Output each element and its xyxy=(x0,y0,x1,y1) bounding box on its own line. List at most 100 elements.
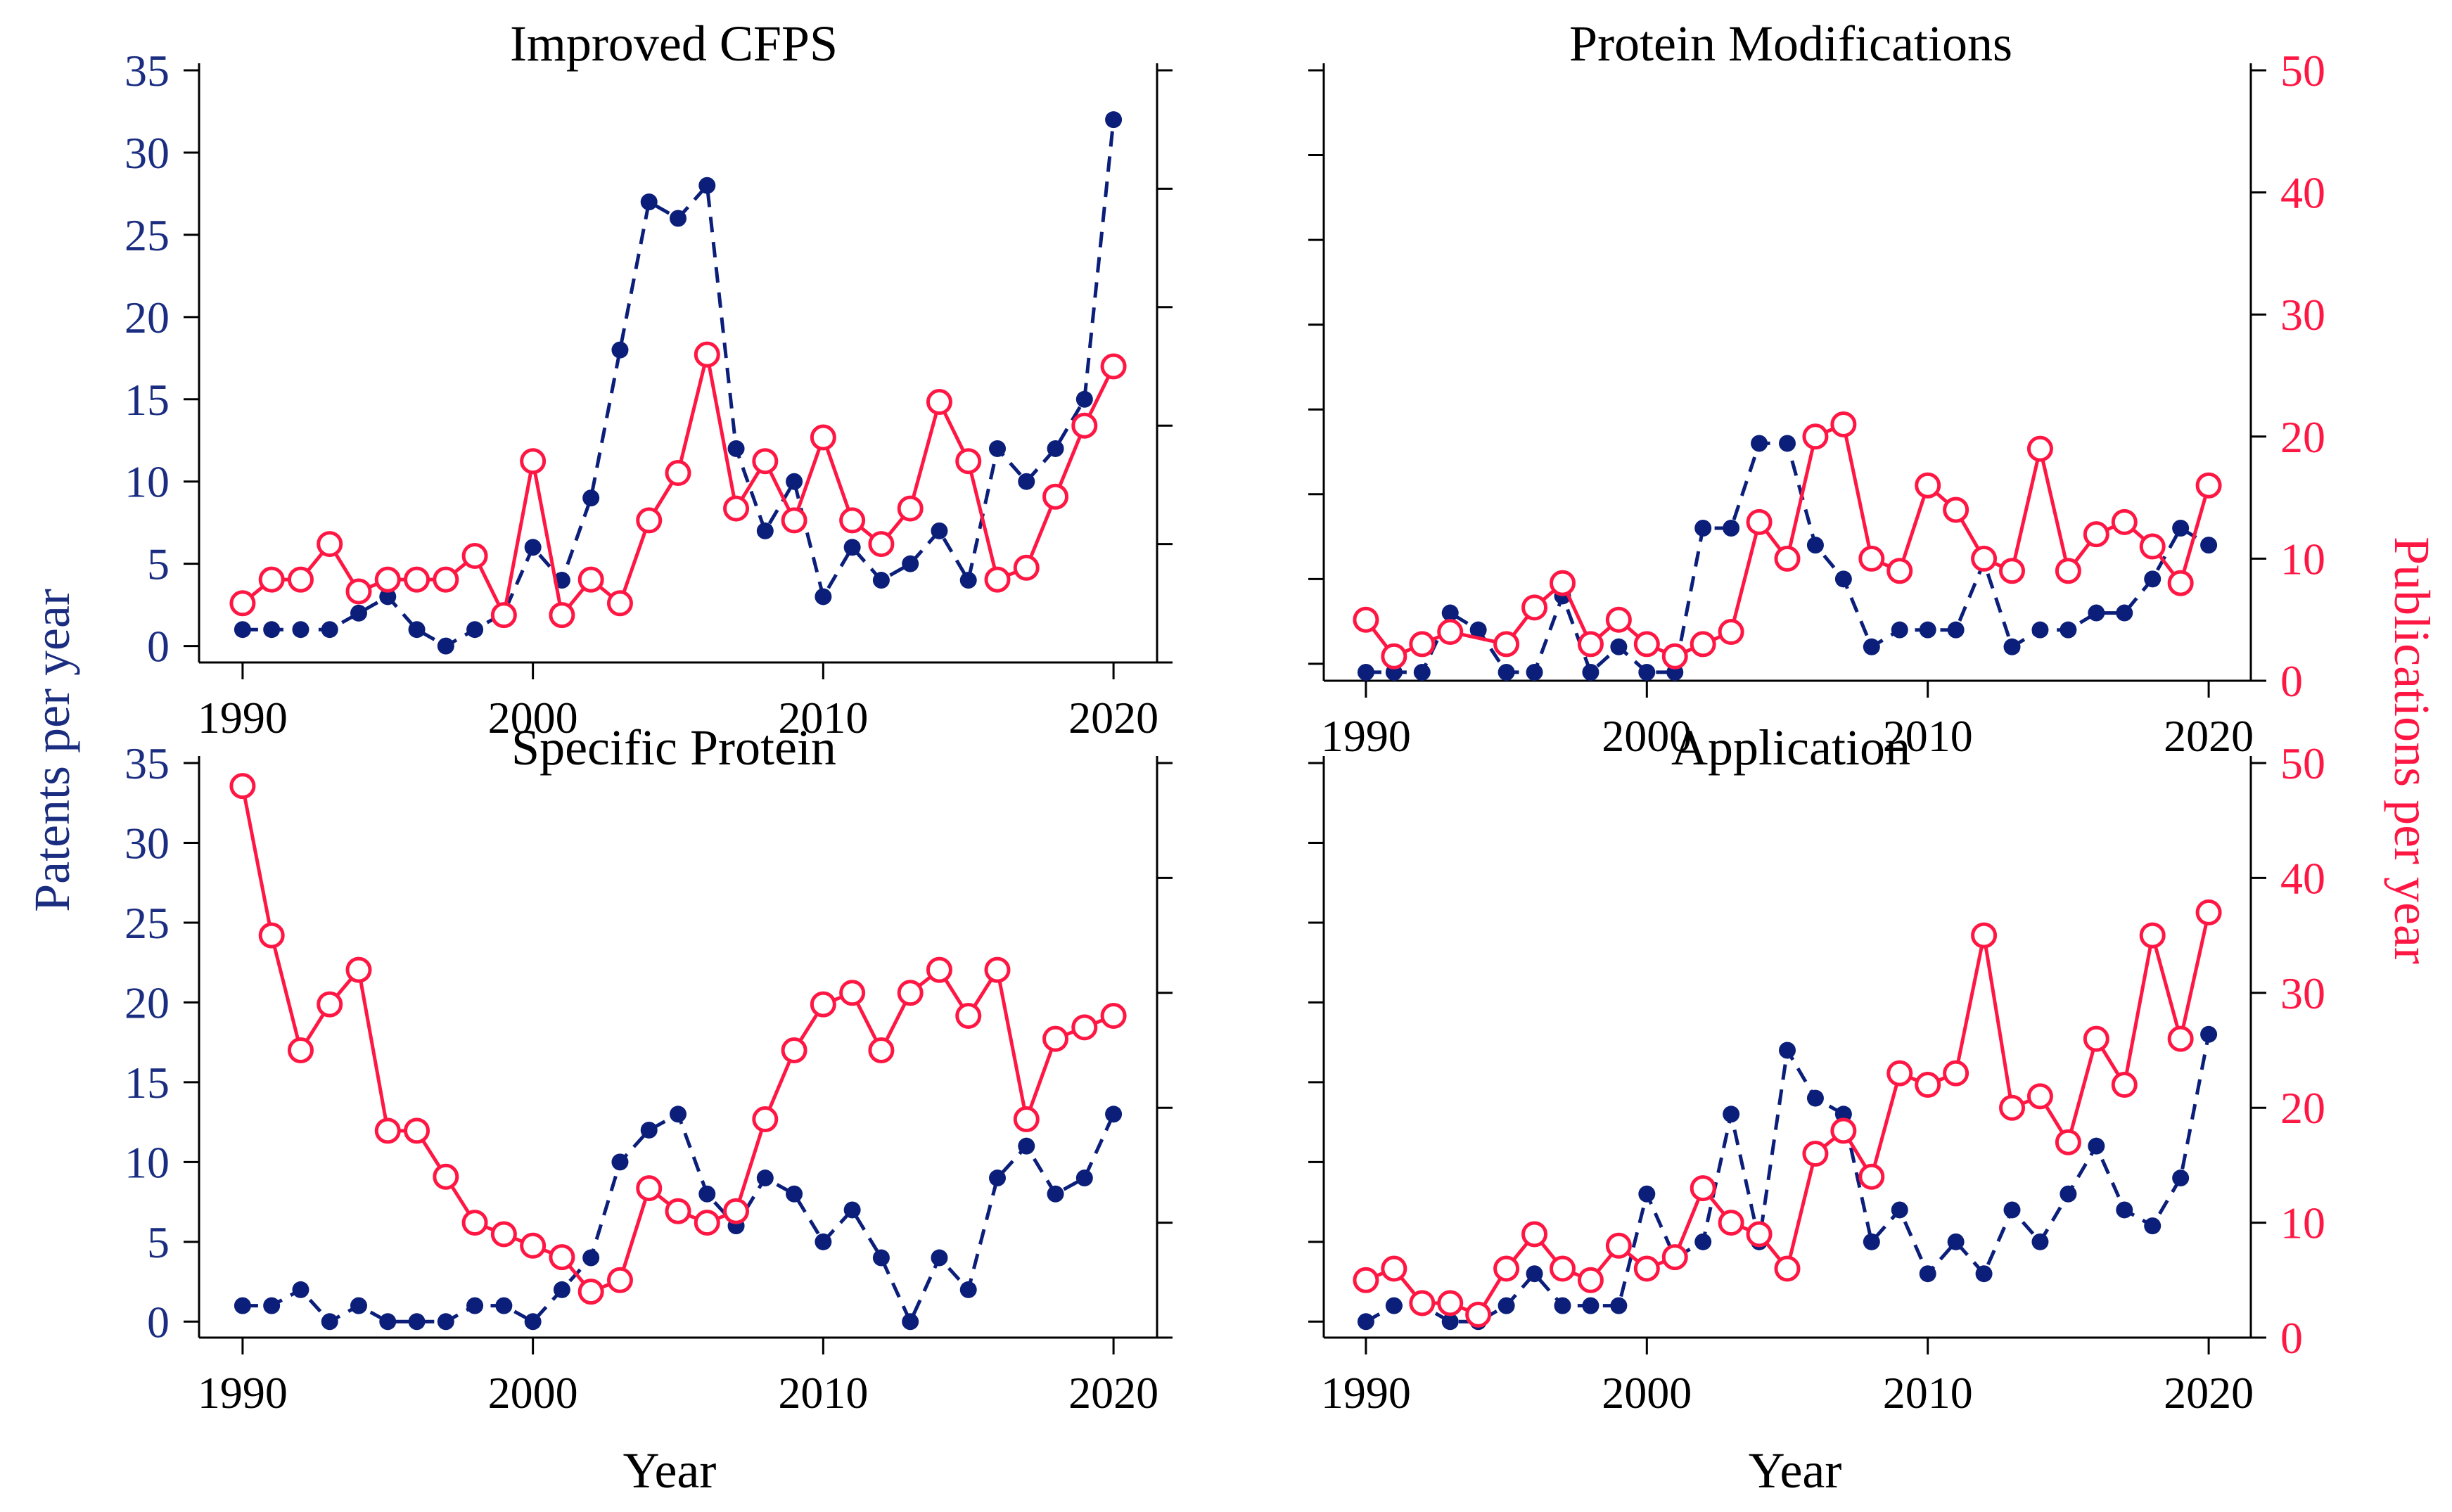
patents-point xyxy=(1357,1313,1374,1331)
publications-point xyxy=(723,495,750,522)
patents-point xyxy=(1047,1185,1064,1203)
patents-point xyxy=(2003,1201,2021,1219)
left-tick-label: 5 xyxy=(147,539,170,589)
panel-specific-protein: Specific Protein 0 5 10 15 20 25 30 35 1990 2000 20… xyxy=(124,719,1173,1418)
patents-point xyxy=(1779,1042,1796,1059)
patents-point xyxy=(1413,663,1431,681)
patents-point xyxy=(843,539,861,556)
right-tick-label: 50 xyxy=(2280,46,2325,96)
publications-point xyxy=(1493,631,1520,658)
left-tick-label: 35 xyxy=(124,738,170,788)
publications-point xyxy=(1718,619,1744,646)
publications-point xyxy=(1886,558,1913,584)
patents-point xyxy=(2060,621,2077,639)
x-tick-label: 2000 xyxy=(488,1368,578,1418)
publications-point xyxy=(1465,1301,1492,1328)
patents-point xyxy=(1075,390,1093,408)
patents-point xyxy=(350,604,367,622)
publications-point xyxy=(1605,606,1632,633)
left-tick-label: 30 xyxy=(124,818,170,868)
publications-point xyxy=(404,1117,430,1144)
publications-point xyxy=(665,460,691,487)
patents-point xyxy=(524,539,542,556)
patents-point xyxy=(408,621,426,639)
publications-point xyxy=(781,507,807,534)
publications-point xyxy=(1100,353,1127,380)
publications-point xyxy=(1971,922,1998,949)
patents-point xyxy=(495,1297,513,1314)
publications-point xyxy=(1353,606,1379,633)
patents-point xyxy=(321,621,338,639)
publications-point xyxy=(345,578,372,605)
publications-point xyxy=(1830,411,1857,437)
patents-point xyxy=(1582,1297,1599,1314)
publications-point xyxy=(1549,1255,1576,1282)
publications-point xyxy=(955,1002,982,1029)
publications-point xyxy=(520,448,547,475)
patents-point xyxy=(1498,1297,1515,1314)
publications-point xyxy=(2139,922,2166,949)
publications-point xyxy=(2111,1072,2138,1098)
x-tick-label: 1990 xyxy=(198,693,288,743)
patents-point xyxy=(2144,1217,2162,1235)
publications-point xyxy=(577,1279,604,1305)
publications-point xyxy=(1381,1255,1407,1282)
panel-protein-modifications: Protein Modifications 0 10 20 30 40 50 1990 2000… xyxy=(1308,15,2325,761)
left-tick-label: 20 xyxy=(124,293,170,342)
patents-point xyxy=(872,1249,890,1267)
publications-point xyxy=(926,389,952,416)
publications-point xyxy=(1999,558,2026,584)
patents-point xyxy=(2172,520,2190,537)
publications-point xyxy=(1746,508,1773,535)
patents-point xyxy=(872,572,890,589)
patents-point xyxy=(466,1297,484,1314)
patents-point xyxy=(1723,520,1740,537)
patents-point xyxy=(1806,1089,1824,1107)
publications-point xyxy=(1971,545,1998,572)
panel-title: Application xyxy=(1671,719,1910,776)
patents-point xyxy=(263,1297,281,1314)
publications-point xyxy=(839,980,866,1006)
publications-point xyxy=(1013,554,1040,581)
right-tick-label: 40 xyxy=(2280,853,2325,903)
publications-point xyxy=(461,542,488,569)
publications-point xyxy=(2083,521,2109,548)
x-tick-label: 1990 xyxy=(198,1368,288,1418)
x-tick-label: 2010 xyxy=(1883,711,1973,761)
patents-point xyxy=(582,1249,600,1267)
publications-point xyxy=(606,590,633,617)
publications-point xyxy=(258,922,285,949)
publications-point xyxy=(1409,631,1436,658)
patents-point xyxy=(379,1313,397,1331)
right-tick-label: 10 xyxy=(2280,1198,2325,1248)
left-tick-label: 35 xyxy=(124,46,170,96)
publications-point xyxy=(287,1037,314,1063)
patents-point xyxy=(1806,537,1824,554)
publications-point xyxy=(1886,1060,1913,1087)
publications-point xyxy=(1746,1221,1773,1248)
patents-point xyxy=(1105,111,1123,129)
publications-point xyxy=(752,1106,779,1133)
publications-point xyxy=(1605,1232,1632,1259)
patents-point xyxy=(1891,1201,1908,1219)
patents-point xyxy=(756,522,774,539)
patents-point xyxy=(1441,1313,1459,1331)
right-tick-label: 50 xyxy=(2280,738,2325,788)
publications-point xyxy=(1830,1117,1857,1144)
x-tick-label: 2020 xyxy=(2164,1368,2254,1418)
right-tick-label: 10 xyxy=(2280,534,2325,584)
panel-improved-cfps: Improved CFPS 0 5 10 15 20 25 30 35 1990 2000 2010 2… xyxy=(124,15,1173,743)
x-tick-label: 2000 xyxy=(1602,711,1692,761)
publications-point xyxy=(374,566,401,593)
x-tick-label: 2020 xyxy=(2164,711,2254,761)
publications-point xyxy=(1409,1290,1436,1316)
patents-point xyxy=(1018,1137,1035,1155)
publications-point xyxy=(2055,558,2081,584)
x-tick-label: 2000 xyxy=(1602,1368,1692,1418)
patents-point xyxy=(1723,1106,1740,1123)
left-tick-label: 10 xyxy=(124,1137,170,1187)
patents-point xyxy=(698,177,716,194)
patents-point xyxy=(1919,1265,1936,1283)
patents-point xyxy=(1638,663,1656,681)
patents-point xyxy=(524,1313,542,1331)
